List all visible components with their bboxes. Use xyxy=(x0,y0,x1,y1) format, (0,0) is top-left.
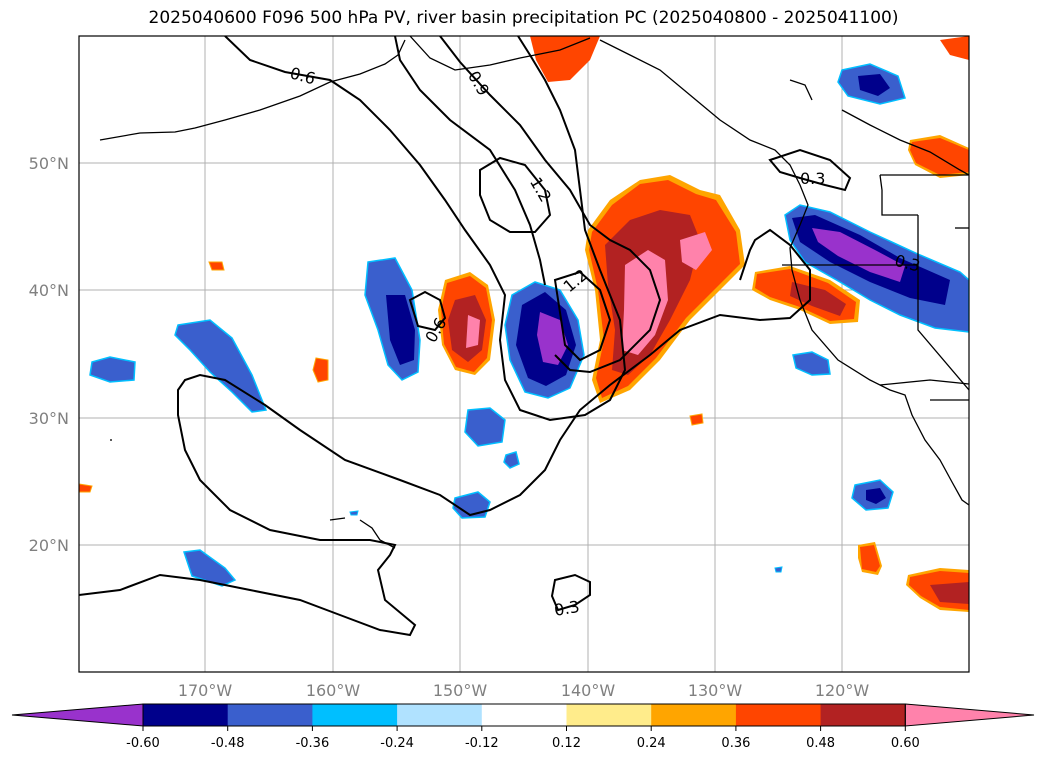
colorbar-tick-label: -0.48 xyxy=(211,736,245,751)
colorbar-tick-label: 0.60 xyxy=(891,736,920,751)
contour-label: 0.3 xyxy=(553,597,581,620)
lat-label: 30°N xyxy=(29,409,69,428)
colorbar-tick-label: 0.24 xyxy=(637,736,666,751)
colorbar-box xyxy=(481,704,567,726)
lon-label: 120°W xyxy=(815,681,870,700)
colorbar-frame xyxy=(142,703,906,727)
colorbar-tick-label: 0.36 xyxy=(721,736,750,751)
colorbar-box xyxy=(566,704,652,726)
lon-label: 140°W xyxy=(561,681,616,700)
lat-label: 40°N xyxy=(29,281,69,300)
colorbar-extend-low xyxy=(11,703,144,727)
colorbar-tick-label: 0.48 xyxy=(806,736,835,751)
colorbar: -0.60 -0.48 -0.36 -0.24 -0.12 0.12 0.24 0.36 0.4… xyxy=(11,703,1035,751)
colorbar-extend-high xyxy=(904,703,1035,727)
colorbar-box xyxy=(227,704,313,726)
contour-label: 1.2 xyxy=(560,265,592,296)
colorbar-box xyxy=(735,704,822,726)
lat-label: 20°N xyxy=(29,536,69,555)
map-frame xyxy=(78,35,970,673)
map-title: 2025040600 F096 500 hPa PV, river basin … xyxy=(148,8,899,28)
colorbar-box xyxy=(651,704,737,726)
colorbar-box xyxy=(312,704,398,726)
colorbar-box xyxy=(397,704,483,726)
lon-label: 160°W xyxy=(306,681,361,700)
colorbar-tick-label: -0.36 xyxy=(296,736,330,751)
coastlines xyxy=(99,36,969,549)
colorbar-box xyxy=(143,704,229,726)
lon-label: 150°W xyxy=(433,681,488,700)
colorbar-box xyxy=(820,704,906,726)
colorbar-tick-label: -0.24 xyxy=(380,736,414,751)
lon-label: 170°W xyxy=(178,681,233,700)
colorbar-tick-label: -0.12 xyxy=(465,736,499,751)
precip-shading xyxy=(79,36,969,612)
lat-labels: 50°N 40°N 30°N 20°N xyxy=(29,154,69,555)
lat-label: 50°N xyxy=(29,154,69,173)
colorbar-tick-label: 0.12 xyxy=(552,736,581,751)
contour-label: 0.3 xyxy=(800,169,825,188)
lon-label: 130°W xyxy=(688,681,743,700)
colorbar-tick-label: -0.60 xyxy=(126,736,160,751)
contour-label: 1.2 xyxy=(526,174,555,206)
lon-labels: 170°W 160°W 150°W 140°W 130°W 120°W xyxy=(178,681,870,700)
contour-label: 0.6 xyxy=(288,63,318,88)
pv-contours xyxy=(79,36,852,637)
